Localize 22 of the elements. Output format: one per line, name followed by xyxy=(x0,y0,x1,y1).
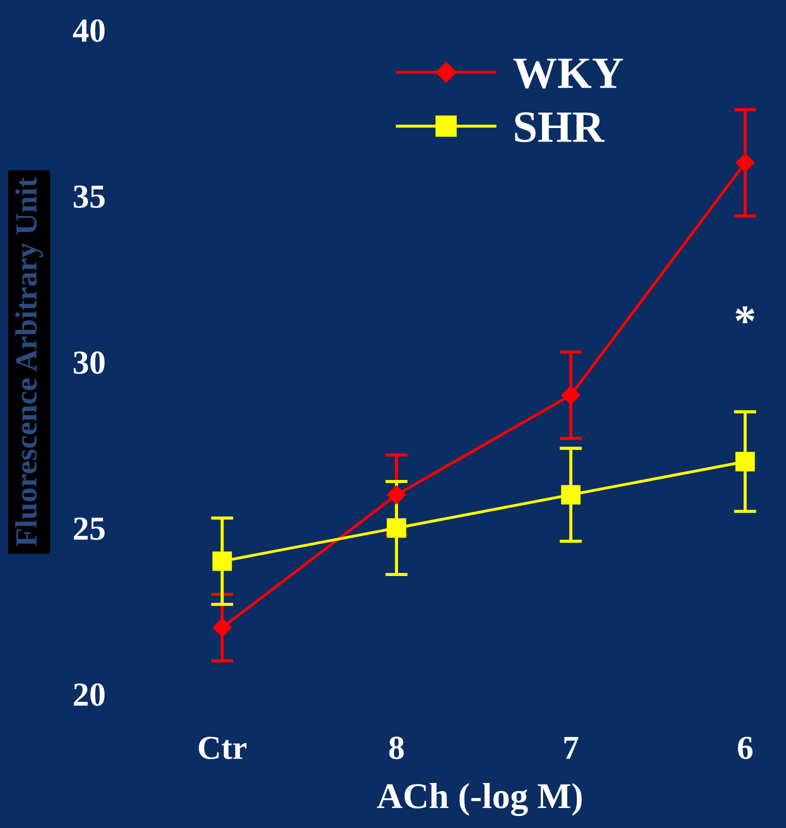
point xyxy=(386,518,406,538)
x-axis-title: ACh (-log M) xyxy=(377,783,582,816)
point xyxy=(735,452,755,472)
y-axis-title: Fluorescence Arbitrary Unit xyxy=(15,177,43,546)
x-tick-label: Ctr xyxy=(198,736,246,760)
y-tick-label: 25 xyxy=(74,517,105,540)
point xyxy=(386,485,406,504)
point xyxy=(212,618,232,638)
legend-label: WKY xyxy=(513,58,624,89)
x-tick-label: 8 xyxy=(389,736,404,760)
y-tick-label: 40 xyxy=(72,19,105,42)
point xyxy=(736,153,755,172)
x-tick-label: 6 xyxy=(738,736,752,760)
point xyxy=(561,386,580,405)
y-tick-label: 20 xyxy=(74,683,105,706)
y-tick-label: 35 xyxy=(74,185,105,208)
point xyxy=(212,551,232,571)
legend-label: SHR xyxy=(515,112,605,142)
y-tick-label: 30 xyxy=(74,351,105,374)
point xyxy=(561,485,581,505)
x-tick-label: 7 xyxy=(564,736,578,759)
annotation: * xyxy=(736,306,754,324)
